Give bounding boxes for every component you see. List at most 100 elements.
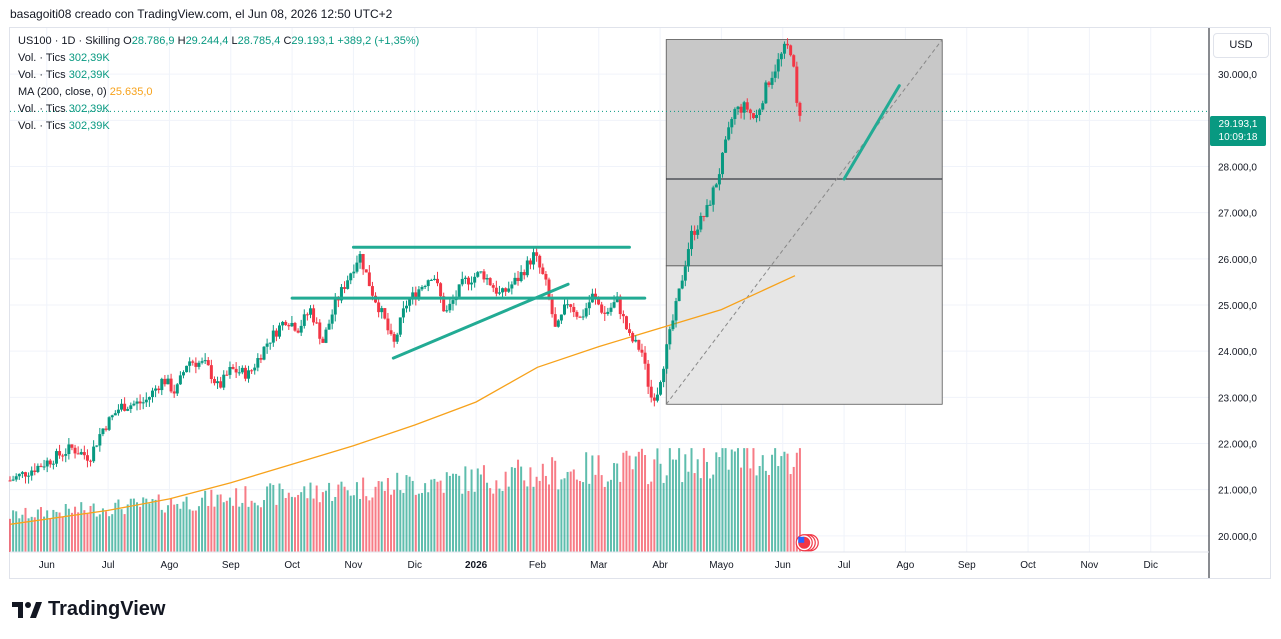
candle-body (603, 312, 607, 314)
candle-body (705, 205, 709, 217)
volume-bar (136, 502, 139, 552)
candle-body (711, 187, 715, 205)
volume-bar (70, 512, 73, 552)
volume-bar (730, 449, 733, 552)
legend-vol-row[interactable]: Vol. · Tics 302,39K (18, 103, 110, 115)
volume-bar (442, 492, 445, 552)
candle-body (126, 408, 130, 411)
legend-vol-row[interactable]: Vol. · Tics 302,39K (18, 52, 110, 64)
legend-vol-row[interactable]: Vol. · Tics 302,39K (18, 69, 110, 81)
volume-bar (780, 456, 783, 552)
candle-body (240, 367, 244, 373)
candle-body (324, 329, 328, 343)
time-tick-label: Jun (775, 560, 791, 571)
volume-bar (36, 509, 39, 552)
time-tick-label: Nov (1081, 560, 1099, 571)
volume-bar (544, 475, 547, 552)
volume-bar (668, 448, 671, 552)
candle-body (228, 366, 232, 375)
time-tick-label: Ago (161, 560, 179, 571)
candle-body (401, 308, 405, 318)
time-tick-label: Jul (102, 560, 115, 571)
legend-vol-row[interactable]: Vol. · Tics 302,39K (18, 120, 110, 132)
candle-body (510, 284, 514, 289)
price-tick-label: 28.000,0 (1218, 163, 1257, 174)
volume-bar (74, 506, 77, 552)
volume-bar (786, 453, 789, 552)
candle-body (318, 322, 322, 339)
candle-body (147, 397, 151, 400)
volume-bar (210, 489, 213, 552)
volume-bar (287, 492, 290, 552)
candle-body (439, 283, 443, 297)
candle-body (559, 314, 563, 321)
candle-body (14, 476, 18, 480)
volume-bar (671, 459, 674, 552)
candle-body (528, 260, 532, 265)
candle-body (714, 184, 718, 188)
candle-body (231, 366, 235, 369)
legend-ma-row[interactable]: MA (200, close, 0) 25.635,0 (18, 86, 153, 98)
candle-body (680, 280, 684, 289)
time-tick-label: Ago (897, 560, 915, 571)
high-label: H (177, 35, 186, 47)
candle-body (169, 378, 173, 392)
candle-body (206, 360, 210, 366)
candle-body (135, 401, 139, 404)
candle-body (649, 386, 653, 398)
candle-body (690, 230, 694, 250)
candle-body (488, 278, 492, 286)
candle-body (541, 267, 545, 275)
volume-bar (523, 480, 526, 552)
price-tick-label: 22.000,0 (1218, 440, 1257, 451)
candle-body (343, 287, 347, 289)
candle-body (361, 254, 365, 270)
candle-body (333, 298, 337, 315)
volume-bar (628, 455, 631, 552)
volume-bar (451, 473, 454, 552)
price-tick-label: 23.000,0 (1218, 393, 1257, 404)
candle-body (460, 278, 464, 285)
volume-bar (204, 490, 207, 552)
volume-bar (213, 506, 216, 552)
candle-body (79, 452, 83, 455)
candle-body (8, 480, 12, 482)
volume-bar (235, 488, 238, 552)
volume-bar (746, 448, 749, 552)
chart-caption: basagoiti08 creado con TradingView.com, … (10, 7, 393, 21)
candle-body (451, 300, 455, 304)
us-flag-icon (795, 534, 819, 552)
volume-bar (83, 510, 86, 552)
volume-bar (334, 496, 337, 552)
chart-frame[interactable] (9, 27, 1271, 579)
candle-body (575, 312, 579, 317)
candle-body (312, 308, 316, 323)
volume-bar (21, 514, 24, 552)
projection-boxes[interactable] (10, 39, 1209, 405)
candle-body (42, 466, 46, 468)
candle-body (398, 317, 402, 335)
currency-button[interactable]: USD (1213, 33, 1269, 58)
vol-value: 302,39K (68, 52, 110, 64)
vol-value: 302,39K (68, 120, 110, 132)
volume-bar (647, 484, 650, 552)
volume-bar (247, 506, 250, 552)
candle-body (758, 109, 762, 115)
volume-bar (139, 506, 142, 552)
candle-body (95, 445, 99, 447)
volume-bar (709, 478, 712, 552)
volume-bar (222, 502, 225, 552)
volume-bar (795, 452, 798, 552)
volume-bars (9, 448, 801, 552)
candle-body (209, 365, 213, 380)
trend-drawings[interactable] (290, 84, 901, 360)
volume-bar (15, 511, 18, 552)
tradingview-brand[interactable]: TradingView (12, 598, 165, 621)
candle-body (132, 403, 136, 406)
legend-symbol-row[interactable]: US100 · 1D · Skilling O28.786,9 H29.244,… (18, 35, 419, 47)
time-tick-label: Mar (590, 560, 608, 571)
volume-bar (58, 512, 61, 552)
volume-bar (306, 498, 309, 552)
candle-body (501, 288, 505, 293)
